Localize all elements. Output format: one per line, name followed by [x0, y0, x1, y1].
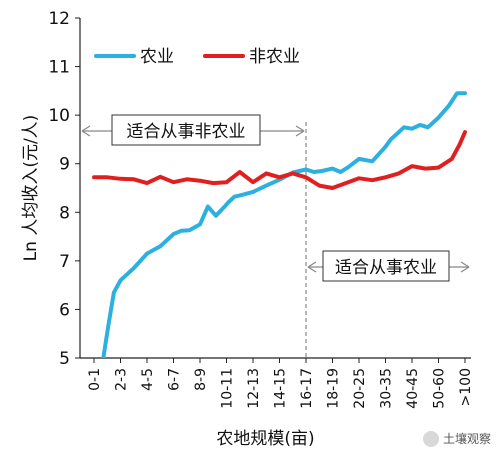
x-tick-label: 4-5: [140, 368, 156, 391]
y-tick-label: 9: [59, 155, 70, 175]
x-tick-label: 12-13: [246, 368, 262, 409]
x-tick-label: 0-1: [87, 368, 103, 391]
x-tick-label: 40-45: [405, 368, 421, 409]
x-tick-label: 18-19: [326, 368, 342, 409]
x-tick-label: >100: [458, 368, 474, 406]
y-axis-title: Ln 人均收入(元/人): [21, 115, 41, 262]
annotation-box-left: [111, 114, 261, 146]
legend-label: 非农业: [249, 47, 300, 67]
wechat-logo-icon: [422, 430, 439, 447]
x-tick-label: 10-11: [220, 368, 236, 409]
arrowhead-icon: [81, 125, 91, 137]
legend-label: 农业: [140, 47, 174, 67]
watermark: 土壤观察: [422, 430, 491, 447]
arrowhead-icon: [460, 261, 470, 273]
y-tick-label: 11: [48, 58, 70, 78]
watermark-text: 土壤观察: [442, 432, 491, 446]
x-tick-label: 2-3: [114, 368, 130, 391]
x-tick-label: 50-60: [432, 368, 448, 409]
x-tick-label: 8-9: [193, 368, 209, 391]
y-tick-label: 6: [59, 300, 70, 320]
x-tick-label: 6-7: [167, 368, 183, 391]
arrowhead-icon: [307, 261, 317, 273]
y-tick-label: 10: [48, 106, 70, 126]
x-axis-title: 农地规模(亩): [216, 429, 314, 449]
arrowhead-icon: [295, 125, 305, 137]
series-line-non-agriculture: [92, 130, 467, 190]
x-tick-label: 14-15: [273, 368, 289, 409]
y-tick-label: 7: [59, 252, 70, 272]
x-tick-label: 30-35: [379, 368, 395, 409]
annotation-label-left: 适合从事非农业: [127, 122, 246, 142]
y-tick-label: 5: [59, 349, 70, 369]
x-tick-label: 20-25: [352, 368, 368, 409]
y-tick-label: 12: [48, 9, 70, 29]
annotation-box-right: [322, 250, 450, 282]
y-tick-label: 8: [59, 203, 70, 223]
x-tick-label: 16-17: [299, 368, 315, 409]
annotation-label-right: 适合从事农业: [335, 258, 437, 278]
